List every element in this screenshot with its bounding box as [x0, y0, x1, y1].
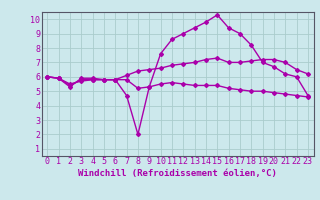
X-axis label: Windchill (Refroidissement éolien,°C): Windchill (Refroidissement éolien,°C) [78, 169, 277, 178]
